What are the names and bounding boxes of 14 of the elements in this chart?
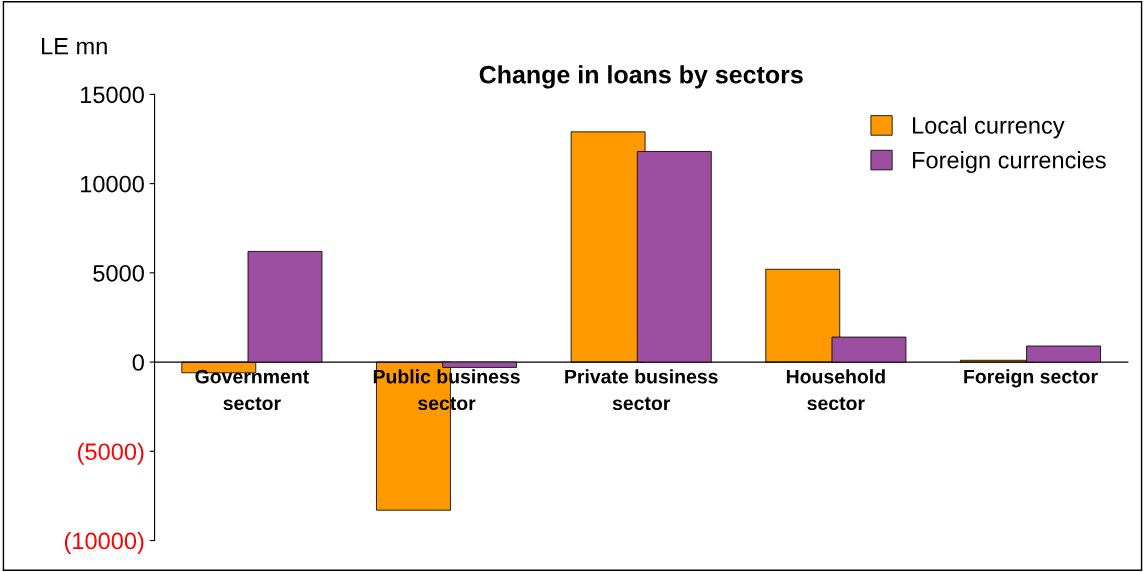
- y-tick-label: 5000: [93, 264, 144, 282]
- y-tick-label: (10000): [64, 531, 144, 554]
- chart-title: Change in loans by sectors: [479, 65, 803, 89]
- legend-label: Local currency: [913, 116, 1065, 139]
- x-tick-label: Private business sector: [565, 369, 718, 411]
- x-tick-label: Household sector: [786, 369, 885, 411]
- x-tick-label: Foreign sector: [964, 369, 1098, 388]
- legend-label: Foreign currencies: [913, 151, 1106, 174]
- y-tick-label: (5000): [78, 442, 144, 465]
- y-tick-label: 0: [132, 354, 144, 371]
- y-axis-title: LE mn: [42, 38, 107, 55]
- y-tick-label: 15000: [81, 86, 144, 104]
- x-tick-label: Government sector: [195, 369, 309, 411]
- y-tick-label: 10000: [81, 175, 144, 193]
